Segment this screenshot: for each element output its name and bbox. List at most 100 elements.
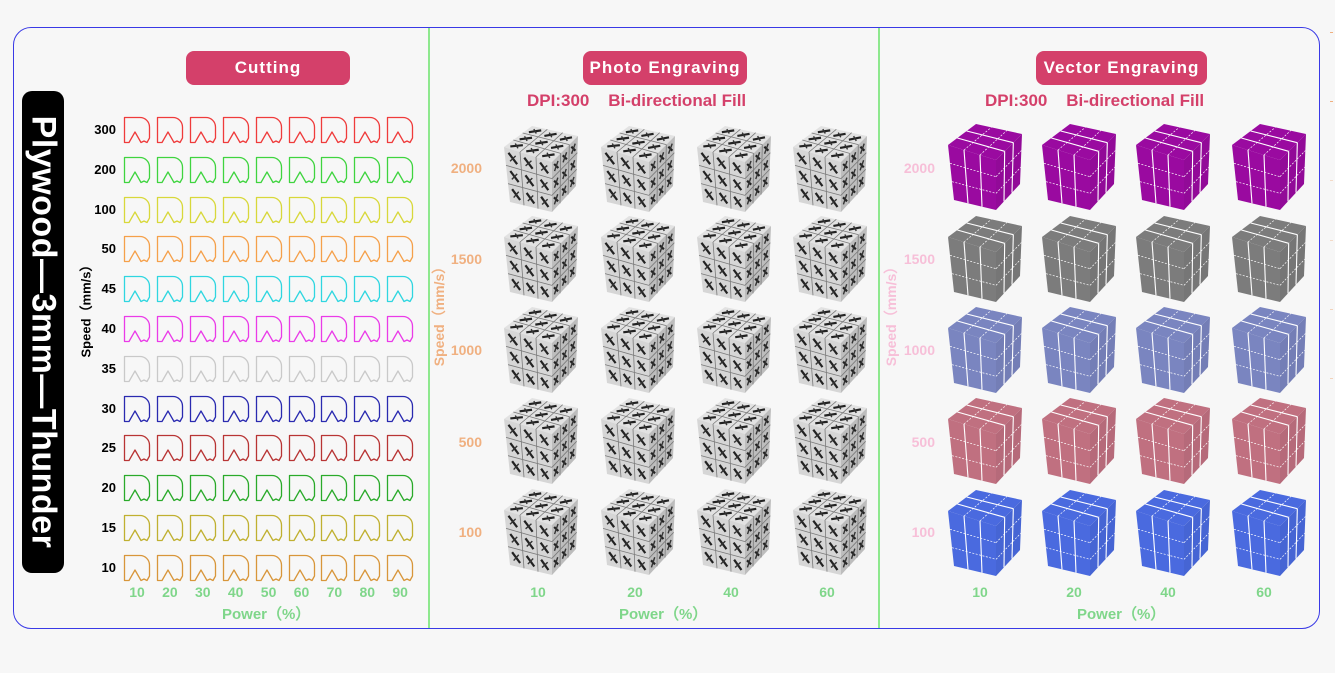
cut-test-shape-icon — [321, 514, 348, 542]
edge-tick — [1330, 32, 1333, 33]
vector-engraved-cube-image — [1124, 303, 1214, 395]
cut-test-shape-icon — [123, 196, 151, 223]
cut-test-shape-icon — [222, 276, 249, 303]
cut-test-shape-icon — [321, 116, 348, 144]
cut-test-shape-icon — [288, 435, 315, 462]
cut-test-shape-icon — [288, 236, 315, 263]
cut-test-shape-icon — [255, 276, 282, 303]
photo-engraving-title-badge: Photo Engraving — [583, 51, 747, 85]
cutting-speed-label: 15 — [101, 520, 116, 535]
vector-engraved-cube-image — [1030, 212, 1120, 304]
vector-speed-label: 500 — [911, 434, 935, 450]
cutting-speed-label: 200 — [94, 161, 116, 177]
cut-test-shape-icon — [222, 156, 249, 183]
photo-x-axis-title: Power（%） — [619, 606, 708, 623]
cut-test-shape-icon — [156, 514, 184, 542]
cut-test-shape-icon — [255, 236, 282, 263]
edge-tick — [1330, 240, 1333, 241]
photo-speed-label: 1000 — [450, 342, 482, 358]
photo-power-label: 40 — [723, 584, 739, 600]
cutting-speed-label: 50 — [101, 241, 116, 257]
cut-test-shape-icon — [354, 196, 381, 223]
cutting-title: Cutting — [234, 58, 302, 77]
cut-test-shape-icon — [354, 554, 381, 581]
cut-test-shape-icon — [222, 116, 249, 144]
vector-power-label: 10 — [972, 584, 988, 600]
cut-test-shape-icon — [354, 475, 381, 502]
edge-tick — [1330, 309, 1333, 310]
cut-test-shape-icon — [354, 156, 381, 183]
photo-engraved-cube-image — [492, 212, 582, 304]
cut-test-shape-icon — [189, 475, 216, 502]
cutting-speed-label: 10 — [101, 559, 116, 575]
vector-engraved-cube-image — [936, 394, 1026, 486]
cut-test-shape-icon — [156, 116, 184, 144]
cut-test-shape-icon — [255, 395, 282, 422]
cut-test-shape-icon — [354, 276, 381, 303]
photo-engraved-cube-image — [492, 122, 582, 214]
vector-engraving-title-badge: Vector Engraving — [1036, 51, 1207, 85]
cut-test-shape-icon — [255, 514, 282, 542]
cutting-speed-label: 25 — [101, 440, 116, 456]
cut-test-shape-icon — [189, 156, 216, 183]
vector-engraved-cube-image — [1220, 212, 1310, 304]
photo-engraved-cube-image — [589, 485, 679, 577]
cut-test-shape-icon — [387, 196, 414, 223]
vector-engraving-title: Vector Engraving — [1043, 58, 1200, 77]
cutting-power-label: 40 — [227, 584, 244, 600]
photo-speed-label: 2000 — [450, 160, 482, 176]
vector-engraved-cube-image — [936, 120, 1026, 212]
cut-test-shape-icon — [387, 475, 414, 502]
vector-engraved-cube-image — [936, 486, 1026, 578]
cut-test-shape-icon — [189, 315, 216, 343]
cut-test-shape-icon — [255, 554, 282, 581]
photo-engraving-subtitle: DPI:300 Bi-directional Fill — [527, 91, 747, 110]
cut-test-shape-icon — [156, 315, 184, 343]
cutting-speed-label: 30 — [101, 400, 116, 416]
cut-test-shape-icon — [288, 315, 315, 343]
cut-test-shape-icon — [387, 315, 414, 343]
vector-engraved-cube-image — [1124, 394, 1214, 486]
cut-test-shape-icon — [321, 355, 348, 382]
vector-engraved-cube-image — [1124, 212, 1214, 304]
vector-speed-label: 1000 — [903, 342, 935, 358]
cut-test-shape-icon — [387, 116, 414, 144]
cut-test-shape-icon — [222, 315, 249, 343]
cutting-power-label: 30 — [195, 584, 211, 600]
cut-test-shape-icon — [387, 156, 414, 183]
photo-engraving-title: Photo Engraving — [589, 58, 741, 77]
cut-test-shape-icon — [123, 156, 151, 183]
photo-speed-label: 1500 — [450, 251, 482, 267]
photo-engraved-cube-image — [685, 122, 775, 214]
vector-engraved-cube-image — [1124, 120, 1214, 212]
cut-test-shape-icon — [321, 475, 348, 502]
photo-engraved-cube-image — [685, 212, 775, 304]
photo-engraved-cube-image — [781, 212, 871, 304]
cut-test-shape-icon — [189, 514, 216, 542]
cutting-power-label: 20 — [162, 584, 178, 600]
cut-test-shape-icon — [222, 435, 249, 462]
edge-tick — [1330, 180, 1333, 181]
photo-engraved-cube-image — [781, 485, 871, 577]
cut-test-shape-icon — [387, 435, 414, 462]
cut-test-shape-icon — [354, 315, 381, 343]
vector-speed-label: 2000 — [903, 160, 935, 176]
cut-test-shape-icon — [387, 355, 414, 382]
cut-test-shape-icon — [123, 116, 151, 144]
section-divider-1 — [428, 28, 430, 628]
cutting-speed-label: 300 — [94, 122, 116, 137]
vector-power-label: 20 — [1066, 584, 1082, 600]
cut-test-shape-icon — [123, 475, 151, 502]
cutting-x-axis-title: Power（%） — [222, 606, 311, 623]
photo-power-label: 10 — [530, 584, 546, 600]
cut-test-shape-icon — [123, 315, 151, 343]
vector-engraved-cube-image — [1220, 394, 1310, 486]
vector-engraved-cube-image — [1220, 486, 1310, 578]
edge-tick — [1330, 101, 1333, 102]
vector-engraved-cube-image — [1030, 120, 1120, 212]
cut-test-shape-icon — [222, 236, 249, 263]
cut-test-shape-icon — [189, 355, 216, 382]
cut-test-shape-icon — [354, 395, 381, 422]
cut-test-shape-icon — [156, 196, 184, 223]
photo-engraved-cube-image — [492, 303, 582, 395]
